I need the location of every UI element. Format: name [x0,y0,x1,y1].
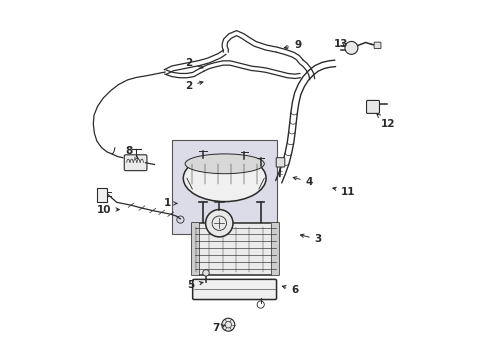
FancyBboxPatch shape [172,140,276,234]
Text: 12: 12 [376,114,395,129]
FancyBboxPatch shape [124,155,146,171]
FancyBboxPatch shape [97,188,107,202]
FancyBboxPatch shape [276,158,284,167]
Circle shape [222,318,234,331]
Text: 10: 10 [97,204,119,215]
Ellipse shape [185,154,264,174]
Text: 13: 13 [333,39,347,49]
Circle shape [203,270,209,276]
FancyBboxPatch shape [192,223,278,275]
Text: 2: 2 [184,81,203,91]
FancyBboxPatch shape [366,100,379,113]
Text: 2: 2 [184,58,203,68]
FancyBboxPatch shape [192,279,276,300]
Text: 7: 7 [211,323,224,333]
Text: 11: 11 [332,186,355,197]
FancyBboxPatch shape [192,223,199,275]
FancyBboxPatch shape [271,223,278,275]
Text: 9: 9 [284,40,301,50]
FancyBboxPatch shape [373,42,380,49]
Text: 5: 5 [187,280,203,290]
Text: 3: 3 [300,234,321,244]
Ellipse shape [183,155,265,202]
Text: 4: 4 [293,177,312,187]
Text: 8: 8 [124,146,138,158]
Text: 6: 6 [282,285,298,295]
Circle shape [344,41,357,54]
Circle shape [205,210,232,237]
Text: 1: 1 [163,198,177,208]
